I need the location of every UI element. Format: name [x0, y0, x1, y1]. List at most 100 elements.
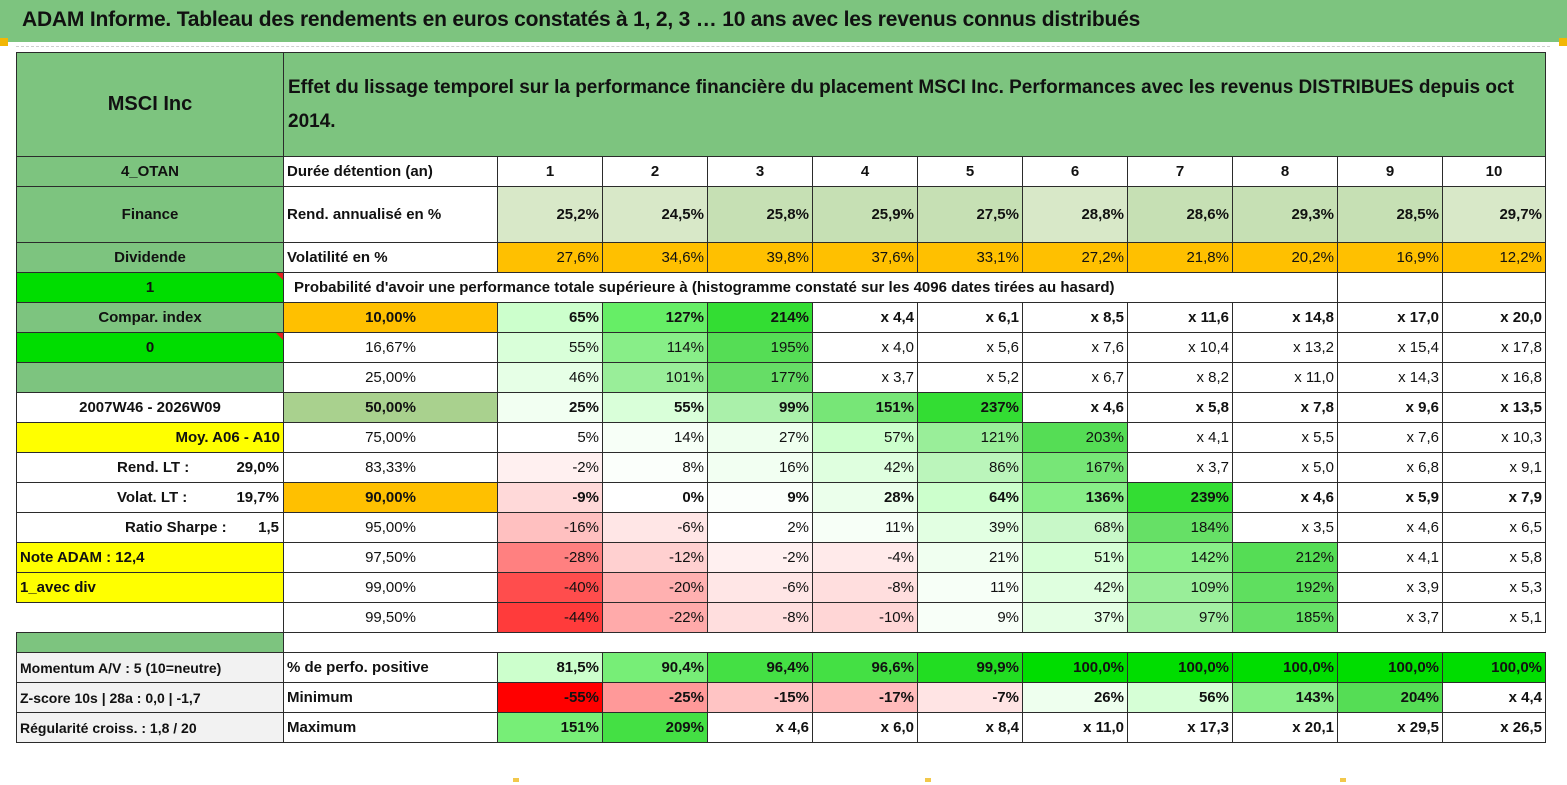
- proba-value: x 4,1: [1127, 422, 1233, 453]
- empty-cell: [1442, 272, 1546, 303]
- marker-dot: [925, 778, 931, 782]
- proba-value: 184%: [1127, 512, 1233, 543]
- volat-lt: Volat. LT : 19,7%: [16, 482, 284, 513]
- proba-value: 42%: [812, 452, 918, 483]
- proba-value: x 14,3: [1337, 362, 1443, 393]
- proba-value: 68%: [1022, 512, 1128, 543]
- proba-value: 177%: [707, 362, 813, 393]
- empty-green-cell: [16, 362, 284, 393]
- proba-threshold: 97,50%: [283, 542, 498, 573]
- flag-one: 1: [16, 272, 284, 303]
- proba-value: -22%: [602, 602, 708, 633]
- report-title: ADAM Informe. Tableau des rendements en …: [22, 8, 1141, 31]
- proba-value: 114%: [602, 332, 708, 363]
- proba-value: 28%: [812, 482, 918, 513]
- proba-value: -8%: [707, 602, 813, 633]
- proba-value: 195%: [707, 332, 813, 363]
- sharpe: Ratio Sharpe : 1,5: [16, 512, 284, 543]
- pos-value: 100,0%: [1232, 652, 1338, 683]
- proba-value: 237%: [917, 392, 1023, 423]
- rend-lt: Rend. LT : 29,0%: [16, 452, 284, 483]
- proba-value: x 14,8: [1232, 302, 1338, 333]
- proba-value: 9%: [707, 482, 813, 513]
- proba-value: 51%: [1022, 542, 1128, 573]
- proba-threshold: 16,67%: [283, 332, 498, 363]
- proba-value: x 7,6: [1022, 332, 1128, 363]
- proba-value: x 11,6: [1127, 302, 1233, 333]
- note-adam: Note ADAM : 12,4: [16, 542, 284, 573]
- proba-value: 25%: [497, 392, 603, 423]
- proba-value: x 4,1: [1337, 542, 1443, 573]
- proba-value: x 5,5: [1232, 422, 1338, 453]
- proba-value: x 3,9: [1337, 572, 1443, 603]
- proba-value: 203%: [1022, 422, 1128, 453]
- pos-value: 81,5%: [497, 652, 603, 683]
- max-label: Maximum: [283, 712, 498, 743]
- proba-value: x 4,0: [812, 332, 918, 363]
- proba-value: 57%: [812, 422, 918, 453]
- rend-value: 28,5%: [1337, 186, 1443, 243]
- proba-value: 2%: [707, 512, 813, 543]
- proba-value: 14%: [602, 422, 708, 453]
- title-bar: [0, 0, 1567, 42]
- rend-label: Rend. annualisé en %: [283, 186, 498, 243]
- proba-value: 212%: [1232, 542, 1338, 573]
- proba-value: x 5,8: [1442, 542, 1546, 573]
- marker-dot: [1340, 778, 1346, 782]
- vol-value: 16,9%: [1337, 242, 1443, 273]
- proba-value: 42%: [1022, 572, 1128, 603]
- proba-value: x 17,8: [1442, 332, 1546, 363]
- year-header: 2: [602, 156, 708, 187]
- proba-value: x 13,2: [1232, 332, 1338, 363]
- year-header: 1: [497, 156, 603, 187]
- rend-lt-label: Rend. LT :: [117, 459, 190, 476]
- min-value: 56%: [1127, 682, 1233, 713]
- year-header: 4: [812, 156, 918, 187]
- proba-value: 9%: [917, 602, 1023, 633]
- proba-value: 101%: [602, 362, 708, 393]
- proba-value: 109%: [1127, 572, 1233, 603]
- pos-value: 100,0%: [1442, 652, 1546, 683]
- vol-value: 27,2%: [1022, 242, 1128, 273]
- proba-value: -4%: [812, 542, 918, 573]
- proba-value: x 7,6: [1337, 422, 1443, 453]
- proba-value: x 6,8: [1337, 452, 1443, 483]
- rend-value: 25,2%: [497, 186, 603, 243]
- proba-value: 11%: [917, 572, 1023, 603]
- proba-value: 151%: [812, 392, 918, 423]
- min-value: -55%: [497, 682, 603, 713]
- proba-value: 11%: [812, 512, 918, 543]
- proba-value: -16%: [497, 512, 603, 543]
- min-value: 143%: [1232, 682, 1338, 713]
- proba-value: -6%: [707, 572, 813, 603]
- proba-value: -40%: [497, 572, 603, 603]
- rend-value: 29,7%: [1442, 186, 1546, 243]
- pos-value: 96,4%: [707, 652, 813, 683]
- rend-value: 24,5%: [602, 186, 708, 243]
- vol-value: 27,6%: [497, 242, 603, 273]
- asset-code: 4_OTAN: [16, 156, 284, 187]
- proba-value: x 13,5: [1442, 392, 1546, 423]
- proba-threshold: 99,50%: [283, 602, 498, 633]
- proba-value: x 5,6: [917, 332, 1023, 363]
- compar-index: Compar. index: [16, 302, 284, 333]
- max-value: 151%: [497, 712, 603, 743]
- min-value: -7%: [917, 682, 1023, 713]
- proba-value: x 10,4: [1127, 332, 1233, 363]
- min-value: -17%: [812, 682, 918, 713]
- proba-value: 136%: [1022, 482, 1128, 513]
- proba-value: x 5,8: [1127, 392, 1233, 423]
- empty-cell: [17, 603, 284, 633]
- pos-value: 99,9%: [917, 652, 1023, 683]
- proba-value: 99%: [707, 392, 813, 423]
- vol-value: 39,8%: [707, 242, 813, 273]
- min-value: -15%: [707, 682, 813, 713]
- proba-value: -44%: [497, 602, 603, 633]
- flag-zero: 0: [16, 332, 284, 363]
- proba-value: -10%: [812, 602, 918, 633]
- volat-lt-value: 19,7%: [236, 489, 279, 506]
- vol-value: 37,6%: [812, 242, 918, 273]
- proba-value: x 7,9: [1442, 482, 1546, 513]
- pos-value: 90,4%: [602, 652, 708, 683]
- proba-value: x 3,5: [1232, 512, 1338, 543]
